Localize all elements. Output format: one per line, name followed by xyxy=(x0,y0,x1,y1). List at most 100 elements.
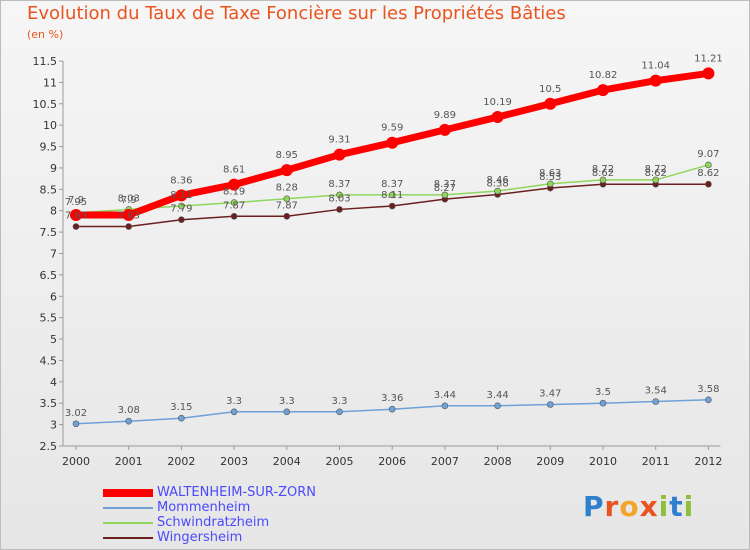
brand-letter: o xyxy=(619,490,640,523)
data-point xyxy=(438,123,451,136)
data-point xyxy=(597,84,609,97)
y-tick-label: 5.5 xyxy=(40,312,58,325)
data-label: 3.08 xyxy=(118,405,140,416)
data-label: 8.03 xyxy=(328,193,350,204)
y-tick-label: 4 xyxy=(50,376,57,389)
y-tick-label: 9 xyxy=(50,162,57,175)
x-tick-label: 2002 xyxy=(167,455,195,468)
brand-letter: r xyxy=(604,490,620,523)
data-label: 11.21 xyxy=(694,53,723,64)
data-point xyxy=(70,209,82,221)
data-point xyxy=(705,396,712,404)
data-label: 3.3 xyxy=(226,396,242,407)
x-tick-label: 2007 xyxy=(431,455,459,468)
data-label: 3.3 xyxy=(279,396,295,407)
data-label: 9.89 xyxy=(434,110,456,121)
brand-letter: x xyxy=(639,490,659,523)
y-tick-label: 9.5 xyxy=(40,141,58,154)
data-label: 8.62 xyxy=(645,168,667,179)
data-label: 8.11 xyxy=(381,190,403,201)
data-point xyxy=(333,148,346,161)
data-label: 10.19 xyxy=(483,97,512,108)
data-point xyxy=(283,408,291,416)
brand-letter: P xyxy=(583,490,605,523)
y-tick-label: 5 xyxy=(50,333,57,346)
data-point xyxy=(652,176,660,184)
x-tick-label: 2009 xyxy=(536,455,564,468)
data-label: 8.61 xyxy=(223,165,245,176)
y-tick-label: 7.5 xyxy=(40,226,58,239)
data-label: 3.47 xyxy=(539,389,561,400)
data-point xyxy=(336,408,343,416)
data-label: 7.79 xyxy=(170,204,192,215)
data-label: 8.11 xyxy=(170,190,192,201)
data-label: 8.95 xyxy=(276,150,298,161)
brand-letter: i xyxy=(658,490,670,523)
data-point xyxy=(178,216,185,224)
y-tick-label: 7 xyxy=(50,248,57,261)
data-point xyxy=(546,180,554,188)
y-tick-label: 3 xyxy=(50,419,57,432)
x-tick-label: 2006 xyxy=(378,455,406,468)
data-label: 8.28 xyxy=(276,183,298,194)
data-point xyxy=(649,74,662,87)
data-point xyxy=(178,414,185,422)
data-label: 7.63 xyxy=(118,211,140,222)
data-point xyxy=(125,223,132,230)
legend-label: Mommenheim xyxy=(157,500,251,515)
data-point xyxy=(228,178,241,191)
data-point xyxy=(336,191,343,199)
data-point xyxy=(283,195,291,203)
data-point xyxy=(705,180,712,188)
data-point xyxy=(441,402,449,410)
data-label: 7.95 xyxy=(65,197,87,208)
legend-label: WALTENHEIM-SUR-ZORN xyxy=(157,485,316,500)
data-point xyxy=(705,161,712,169)
data-label: 7.87 xyxy=(276,200,298,211)
data-label: 8.46 xyxy=(486,175,508,186)
data-label: 3.36 xyxy=(381,393,403,404)
data-label: 3.58 xyxy=(697,384,719,395)
data-label: 8.38 xyxy=(486,178,508,189)
data-label: 7.63 xyxy=(65,211,87,222)
data-point xyxy=(652,398,660,405)
y-tick-label: 8.5 xyxy=(40,183,58,196)
data-point xyxy=(441,191,449,199)
data-label: 8.72 xyxy=(592,164,614,175)
y-tick-label: 10.5 xyxy=(33,98,58,111)
x-tick-label: 2012 xyxy=(694,455,722,468)
x-tick-label: 2005 xyxy=(326,455,354,468)
data-label: 3.44 xyxy=(434,390,456,401)
data-label: 3.3 xyxy=(332,396,348,407)
data-label: 8.72 xyxy=(645,164,667,175)
data-point xyxy=(72,223,80,230)
data-point xyxy=(230,212,238,220)
data-point xyxy=(386,136,399,149)
data-point xyxy=(336,206,343,213)
data-point xyxy=(494,187,501,195)
data-label: 9.31 xyxy=(328,135,350,146)
legend-swatch xyxy=(103,522,153,524)
data-point xyxy=(280,164,293,177)
data-point xyxy=(491,111,504,124)
x-tick-label: 2010 xyxy=(589,455,617,468)
data-point xyxy=(283,212,291,220)
y-tick-label: 6 xyxy=(50,290,57,303)
data-label: 8.27 xyxy=(434,183,456,194)
chart-title: Evolution du Taux de Taxe Foncière sur l… xyxy=(27,3,566,24)
legend-swatch xyxy=(103,489,153,497)
data-point xyxy=(230,199,238,206)
data-label: 7.87 xyxy=(223,200,245,211)
x-tick-label: 2001 xyxy=(115,455,143,468)
data-label: 8.62 xyxy=(592,168,614,179)
data-label: 7.9 xyxy=(68,195,84,206)
x-tick-label: 2011 xyxy=(642,455,670,468)
x-tick-label: 2008 xyxy=(484,455,512,468)
y-tick-label: 3.5 xyxy=(40,397,58,410)
y-tick-label: 2.5 xyxy=(40,440,58,453)
data-label: 7.9 xyxy=(121,195,137,206)
y-tick-label: 11 xyxy=(43,76,57,89)
data-point xyxy=(599,399,607,407)
